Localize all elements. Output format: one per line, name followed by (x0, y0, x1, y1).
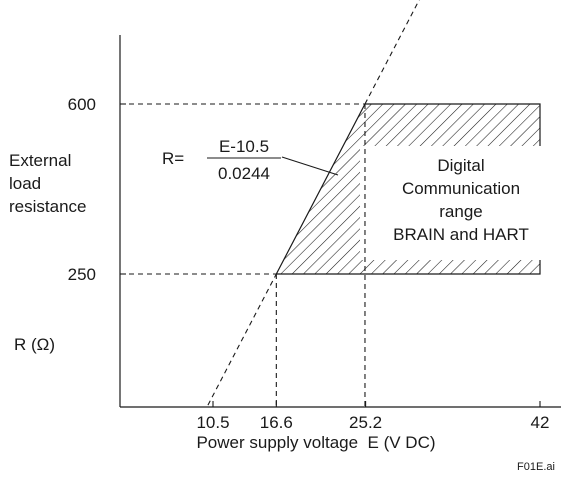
dashed-guides (120, 0, 420, 407)
x-tick-labels: 10.5 16.6 25.2 42 (196, 401, 549, 432)
formula-lhs: R= (162, 149, 184, 168)
communication-range-label-box (360, 146, 562, 260)
formula-leader-line (281, 156, 339, 176)
y-axis-label-line-2: load (9, 174, 41, 193)
formula-numerator: E-10.5 (219, 137, 269, 156)
region-label-line-4: BRAIN and HART (393, 225, 529, 244)
x-tick-label: 10.5 (196, 413, 229, 432)
figure-id: F01E.ai (517, 461, 555, 473)
formula-denominator: 0.0244 (218, 164, 270, 183)
y-tick-label: 250 (68, 265, 96, 284)
region-label-line-3: range (439, 202, 482, 221)
x-tick-label: 25.2 (349, 413, 382, 432)
y-axis-unit: R (Ω) (14, 335, 55, 354)
y-tick-labels: 250 600 (68, 95, 126, 284)
x-axis-label: Power supply voltage E (V DC) (196, 433, 435, 452)
region-label-line-2: Communication (402, 179, 520, 198)
slope-line-upper (364, 0, 420, 105)
y-axis-label-line-1: External (9, 151, 71, 170)
y-tick-label: 600 (68, 95, 96, 114)
region-label-line-1: Digital (437, 156, 484, 175)
x-tick-label: 16.6 (260, 413, 293, 432)
y-axis-label-line-3: resistance (9, 197, 86, 216)
slope-line-lower (207, 273, 277, 406)
x-tick-label: 42 (531, 413, 550, 432)
